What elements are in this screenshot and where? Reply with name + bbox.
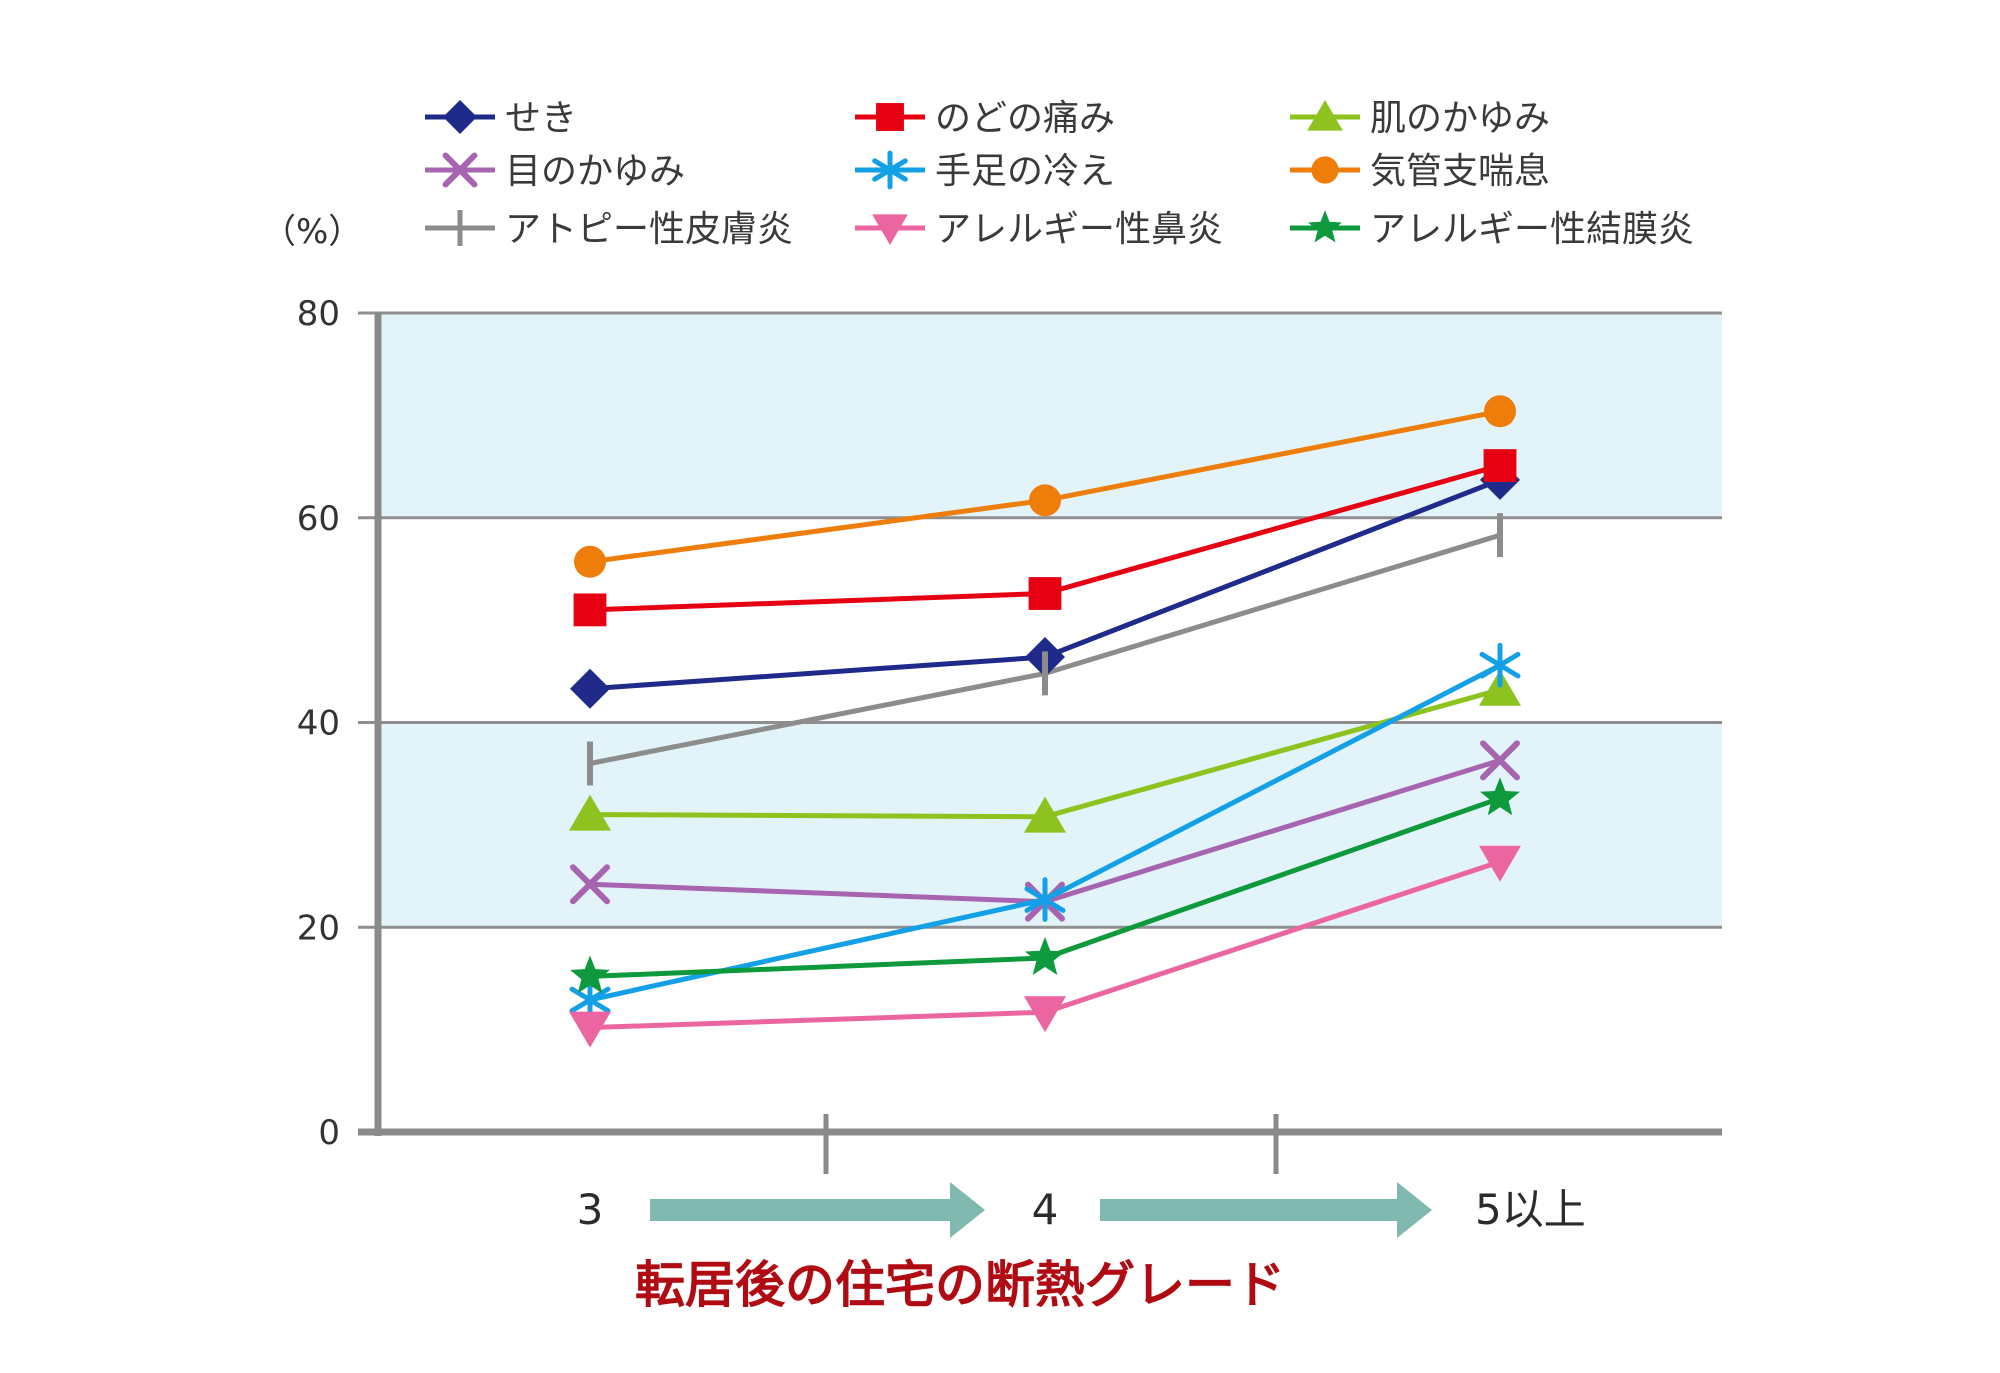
data-point-s4-p2 xyxy=(1479,642,1521,688)
legend-item-0: せき xyxy=(425,98,577,139)
legend-item-2: 肌のかゆみ xyxy=(1290,98,1550,139)
data-point-s8-p1 xyxy=(1025,937,1065,975)
data-point-s8-p2 xyxy=(1480,777,1520,816)
data-point-s7-p2 xyxy=(1479,845,1521,882)
x-category-label-1: 4 xyxy=(1032,1185,1059,1234)
data-point-s2-p1 xyxy=(1024,796,1066,833)
series-markers xyxy=(569,395,1521,1048)
data-point-s0-p0 xyxy=(570,668,610,709)
legend-marker-x-icon xyxy=(442,152,478,188)
legend-marker-diamond-icon xyxy=(443,100,477,134)
legend-item-6: アトピー性皮膚炎 xyxy=(425,209,793,250)
y-axis-unit-label: （%） xyxy=(262,212,362,252)
data-point-s3-p2 xyxy=(1480,740,1520,781)
data-point-s2-p0 xyxy=(569,794,611,831)
legend-label: 気管支喘息 xyxy=(1370,151,1550,192)
legend-item-1: のどの痛み xyxy=(855,98,1115,139)
legend-label: のどの痛み xyxy=(935,98,1115,139)
legend-label: 手足の冷え xyxy=(935,151,1115,192)
y-tick-label-0: 0 xyxy=(318,1113,340,1153)
data-point-s5-p1 xyxy=(1029,484,1061,517)
data-point-s4-p1 xyxy=(1024,877,1066,922)
legend-marker-square-icon xyxy=(876,103,904,131)
axes xyxy=(358,313,1722,1174)
data-point-s7-p1 xyxy=(1024,996,1066,1033)
y-tick-labels: 0 20 40 60 80 xyxy=(297,294,340,1153)
data-point-s2-p2 xyxy=(1479,669,1521,706)
x-axis-title: 転居後の住宅の断熱グレード xyxy=(635,1256,1285,1314)
legend-item-3: 目のかゆみ xyxy=(425,151,685,192)
x-category-label-2: 5以上 xyxy=(1475,1185,1586,1234)
data-point-s1-p1 xyxy=(1028,577,1062,610)
data-point-s8-p0 xyxy=(570,955,610,994)
x-category-labels: 3 4 5以上 xyxy=(577,1185,1586,1234)
legend-marker-triangle-down-icon xyxy=(872,214,908,245)
legend-marker-asterisk-icon xyxy=(872,150,908,190)
arrow-0 xyxy=(650,1182,985,1238)
y-tick-label-20: 20 xyxy=(297,908,340,948)
legend-item-7: アレルギー性鼻炎 xyxy=(855,209,1223,250)
y-tick-label-80: 80 xyxy=(297,294,340,334)
y-tick-label-40: 40 xyxy=(297,704,340,744)
legend-item-8: アレルギー性結膜炎 xyxy=(1290,209,1694,250)
legend-label: 目のかゆみ xyxy=(505,151,685,192)
legend-label: アトピー性皮膚炎 xyxy=(505,209,793,250)
legend-label: せき xyxy=(505,98,577,139)
gridlines xyxy=(358,311,1722,929)
data-point-s5-p2 xyxy=(1484,395,1516,428)
progression-arrows xyxy=(650,1182,1432,1238)
legend-label: アレルギー性結膜炎 xyxy=(1370,209,1694,250)
data-point-s3-p0 xyxy=(570,864,610,905)
legend-marker-star-icon xyxy=(1308,210,1342,243)
y-tick-label-60: 60 xyxy=(297,499,340,539)
data-point-s1-p0 xyxy=(573,593,607,627)
legend-label: アレルギー性鼻炎 xyxy=(935,209,1223,250)
data-point-s1-p2 xyxy=(1483,449,1517,482)
data-point-s7-p0 xyxy=(569,1011,611,1048)
legend-item-5: 気管支喘息 xyxy=(1290,151,1550,192)
legend-item-4: 手足の冷え xyxy=(855,150,1115,192)
legend-marker-circle-icon xyxy=(1311,156,1339,184)
data-point-s5-p0 xyxy=(574,545,606,578)
arrow-1 xyxy=(1100,1182,1432,1238)
legend-marker-triangle-up-icon xyxy=(1307,100,1343,131)
x-category-label-0: 3 xyxy=(577,1185,604,1234)
legend-label: 肌のかゆみ xyxy=(1370,98,1550,139)
